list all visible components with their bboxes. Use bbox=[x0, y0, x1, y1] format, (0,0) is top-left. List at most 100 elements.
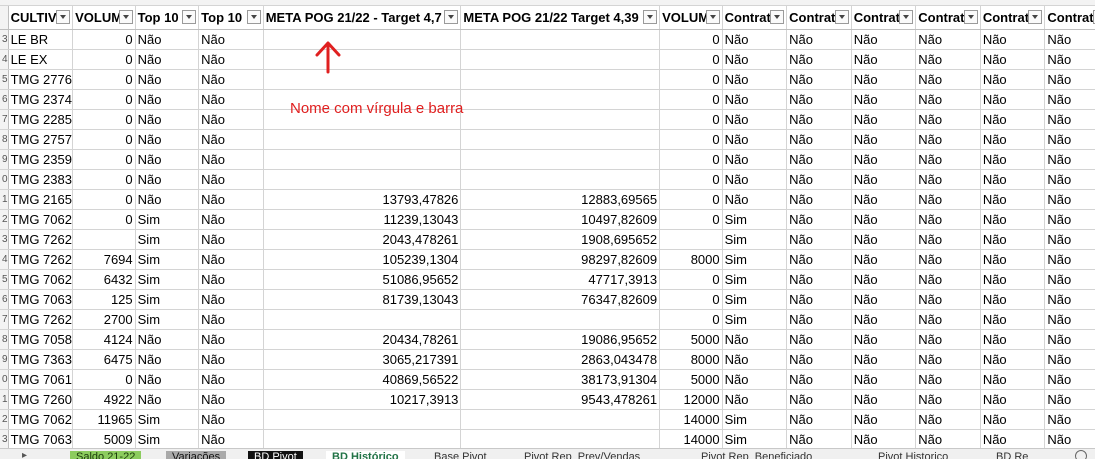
table-cell[interactable]: 98297,82609 bbox=[460, 249, 661, 270]
table-cell[interactable]: 0 bbox=[659, 309, 723, 330]
table-cell[interactable]: Não bbox=[1044, 129, 1095, 150]
table-cell[interactable]: 0 bbox=[659, 29, 723, 50]
table-cell[interactable]: 0 bbox=[72, 189, 136, 210]
table-cell[interactable]: Não bbox=[135, 29, 200, 50]
table-cell[interactable]: Não bbox=[851, 349, 917, 370]
table-cell[interactable]: Não bbox=[198, 29, 264, 50]
filter-dropdown-icon[interactable] bbox=[1093, 10, 1095, 24]
row-number[interactable]: 8 bbox=[0, 129, 9, 150]
table-cell[interactable] bbox=[460, 149, 661, 170]
table-cell[interactable] bbox=[72, 229, 136, 250]
row-number[interactable]: 6 bbox=[0, 289, 9, 310]
table-cell[interactable]: Não bbox=[1044, 409, 1095, 430]
table-cell[interactable]: Não bbox=[980, 429, 1046, 448]
table-cell[interactable]: 0 bbox=[659, 149, 723, 170]
table-cell[interactable]: Não bbox=[915, 409, 981, 430]
table-cell[interactable]: Não bbox=[915, 329, 981, 350]
table-cell[interactable]: Não bbox=[851, 149, 917, 170]
table-cell[interactable]: Não bbox=[915, 69, 981, 90]
tab-scroll-arrow-icon[interactable]: ▸ bbox=[22, 450, 28, 459]
table-cell[interactable]: Não bbox=[851, 129, 917, 150]
table-cell[interactable]: Não bbox=[786, 429, 852, 448]
table-cell[interactable]: 0 bbox=[72, 29, 136, 50]
table-cell[interactable]: Não bbox=[786, 49, 852, 70]
table-cell[interactable]: Não bbox=[980, 69, 1046, 90]
table-cell[interactable] bbox=[263, 29, 462, 50]
table-cell[interactable]: Não bbox=[135, 169, 200, 190]
table-cell[interactable]: Sim bbox=[722, 289, 788, 310]
table-cell[interactable]: 0 bbox=[659, 169, 723, 190]
table-cell[interactable]: TMG 2776 bbox=[8, 69, 74, 90]
row-number[interactable]: 1 bbox=[0, 189, 9, 210]
table-cell[interactable]: Não bbox=[980, 129, 1046, 150]
table-cell[interactable]: TMG 2757 bbox=[8, 129, 74, 150]
table-cell[interactable]: Não bbox=[980, 29, 1046, 50]
table-cell[interactable]: 0 bbox=[72, 209, 136, 230]
table-cell[interactable]: 0 bbox=[72, 169, 136, 190]
table-cell[interactable]: Não bbox=[198, 269, 264, 290]
table-cell[interactable]: TMG 7262 bbox=[8, 309, 74, 330]
table-cell[interactable]: 3065,217391 bbox=[263, 349, 462, 370]
table-cell[interactable]: Não bbox=[915, 289, 981, 310]
table-cell[interactable]: Não bbox=[851, 389, 917, 410]
table-cell[interactable] bbox=[263, 429, 462, 448]
table-cell[interactable]: Não bbox=[198, 369, 264, 390]
table-cell[interactable] bbox=[460, 309, 661, 330]
table-cell[interactable]: 81739,13043 bbox=[263, 289, 462, 310]
table-cell[interactable]: Não bbox=[722, 389, 788, 410]
row-number[interactable]: 3 bbox=[0, 229, 9, 250]
table-cell[interactable]: Não bbox=[851, 369, 917, 390]
table-cell[interactable]: Sim bbox=[135, 429, 200, 448]
table-cell[interactable]: 19086,95652 bbox=[460, 329, 661, 350]
table-cell[interactable]: Não bbox=[786, 189, 852, 210]
table-cell[interactable]: Não bbox=[135, 369, 200, 390]
table-cell[interactable]: Não bbox=[786, 209, 852, 230]
table-cell[interactable]: 9543,478261 bbox=[460, 389, 661, 410]
table-cell[interactable]: Não bbox=[1044, 189, 1095, 210]
table-cell[interactable]: Não bbox=[786, 389, 852, 410]
table-cell[interactable]: Não bbox=[1044, 229, 1095, 250]
table-cell[interactable] bbox=[460, 29, 661, 50]
table-cell[interactable]: 10217,3913 bbox=[263, 389, 462, 410]
table-cell[interactable]: 76347,82609 bbox=[460, 289, 661, 310]
table-cell[interactable]: 0 bbox=[659, 109, 723, 130]
table-cell[interactable]: Não bbox=[722, 69, 788, 90]
table-cell[interactable]: 7694 bbox=[72, 249, 136, 270]
table-cell[interactable]: Não bbox=[786, 109, 852, 130]
table-cell[interactable]: 0 bbox=[659, 89, 723, 110]
table-cell[interactable]: Não bbox=[980, 109, 1046, 130]
filter-dropdown-icon[interactable] bbox=[643, 10, 658, 24]
table-cell[interactable]: TMG 7063 bbox=[8, 289, 74, 310]
filter-dropdown-icon[interactable] bbox=[444, 10, 459, 24]
table-cell[interactable]: Não bbox=[851, 429, 917, 448]
table-cell[interactable]: 10497,82609 bbox=[460, 209, 661, 230]
table-cell[interactable]: Não bbox=[980, 189, 1046, 210]
select-all-corner[interactable] bbox=[0, 6, 9, 30]
table-cell[interactable]: 0 bbox=[659, 129, 723, 150]
table-cell[interactable]: 13793,47826 bbox=[263, 189, 462, 210]
table-cell[interactable]: Não bbox=[980, 309, 1046, 330]
table-cell[interactable]: Não bbox=[915, 269, 981, 290]
table-cell[interactable]: Não bbox=[198, 149, 264, 170]
table-cell[interactable]: Não bbox=[915, 129, 981, 150]
table-cell[interactable]: Sim bbox=[135, 269, 200, 290]
table-cell[interactable]: Não bbox=[135, 89, 200, 110]
table-cell[interactable] bbox=[460, 109, 661, 130]
table-cell[interactable]: Não bbox=[198, 289, 264, 310]
table-cell[interactable]: Não bbox=[198, 329, 264, 350]
table-cell[interactable]: Não bbox=[915, 29, 981, 50]
table-cell[interactable]: Não bbox=[198, 389, 264, 410]
table-cell[interactable]: 0 bbox=[72, 129, 136, 150]
table-cell[interactable]: Não bbox=[135, 329, 200, 350]
table-cell[interactable]: 2863,043478 bbox=[460, 349, 661, 370]
table-cell[interactable]: Não bbox=[980, 369, 1046, 390]
sheet-tab[interactable]: BD Re bbox=[996, 451, 1029, 459]
table-cell[interactable]: Não bbox=[722, 49, 788, 70]
table-cell[interactable]: Não bbox=[198, 409, 264, 430]
table-cell[interactable]: 8000 bbox=[659, 349, 723, 370]
table-cell[interactable]: Não bbox=[722, 369, 788, 390]
row-number[interactable]: 5 bbox=[0, 269, 9, 290]
table-cell[interactable]: Não bbox=[722, 149, 788, 170]
table-cell[interactable]: Não bbox=[786, 329, 852, 350]
row-number[interactable]: 9 bbox=[0, 149, 9, 170]
